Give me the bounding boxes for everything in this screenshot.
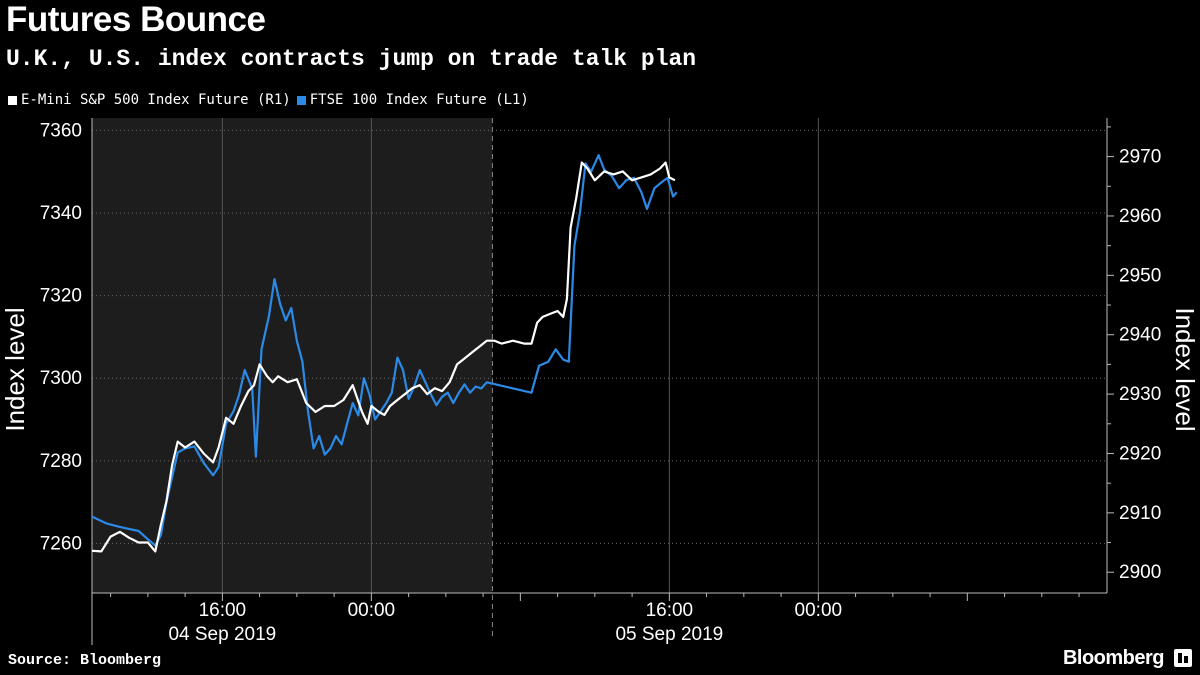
right-tick-label: 2970 <box>1119 147 1161 168</box>
chart-subtitle: U.K., U.S. index contracts jump on trade… <box>6 46 697 72</box>
right-tick-label: 2940 <box>1119 325 1161 346</box>
x-tick-label: 00:00 <box>348 600 396 621</box>
legend-item-ftse: FTSE 100 Index Future (L1) <box>296 92 529 108</box>
right-tick-label: 2900 <box>1119 562 1161 583</box>
x-tick-label: 16:00 <box>646 600 694 621</box>
series-layer <box>91 154 678 553</box>
right-tick-label: 2910 <box>1119 503 1161 524</box>
left-tick-label: 7320 <box>40 286 82 307</box>
right-tick-label: 2930 <box>1119 384 1161 405</box>
source-note: Source: Bloomberg <box>8 652 162 669</box>
left-axis-title: Index level <box>0 307 30 431</box>
x-date-label: 04 Sep 2019 <box>168 624 276 645</box>
axes <box>91 118 1114 645</box>
legend-swatch-sp500 <box>8 95 17 105</box>
legend-label-ftse: FTSE 100 Index Future (L1) <box>309 92 529 108</box>
legend-label-sp500: E-Mini S&P 500 Index Future (R1) <box>21 92 291 108</box>
x-date-label: 05 Sep 2019 <box>615 624 723 645</box>
axis-labels: 7260 7280 7300 7320 7340 7360 2900 2910 2920 2930… <box>0 120 1200 645</box>
right-tick-label: 2920 <box>1119 443 1161 464</box>
x-tick-label: 16:00 <box>199 600 247 621</box>
left-tick-label: 7340 <box>40 203 82 224</box>
right-axis-title: Index level <box>1170 307 1200 431</box>
left-tick-label: 7260 <box>40 533 82 554</box>
grid-lines <box>92 118 1107 640</box>
brand-logo-text: Bloomberg <box>1062 647 1165 669</box>
chart-title: Futures Bounce <box>6 0 266 39</box>
legend-swatch-ftse <box>296 95 306 105</box>
right-tick-label: 2950 <box>1119 265 1161 286</box>
legend-item-sp500: E-Mini S&P 500 Index Future (R1) <box>8 92 291 108</box>
overnight-shading <box>92 118 493 593</box>
series-line-ftse <box>91 154 678 547</box>
bloomberg-terminal-icon <box>1174 649 1192 667</box>
right-tick-label: 2960 <box>1119 206 1161 227</box>
legend: E-Mini S&P 500 Index Future (R1) FTSE 10… <box>8 92 529 108</box>
left-tick-label: 7360 <box>40 120 82 141</box>
left-tick-label: 7300 <box>40 368 82 389</box>
left-tick-label: 7280 <box>40 451 82 472</box>
x-tick-label: 00:00 <box>795 600 843 621</box>
series-line-sp500 <box>91 161 676 553</box>
